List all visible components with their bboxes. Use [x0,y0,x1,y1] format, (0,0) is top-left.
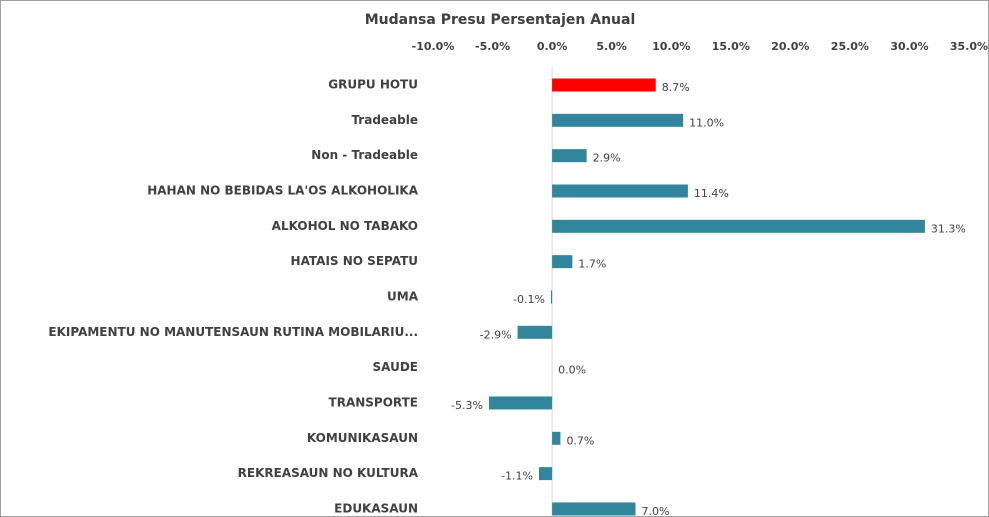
value-label: 0.7% [566,434,594,447]
y-tick-label: TRANSPORTE [329,395,418,409]
x-tick-label: 30.0% [890,40,928,53]
value-label: 2.9% [593,152,621,165]
y-tick-label: EDUKASAUN [334,501,418,515]
bar [552,502,636,516]
y-tick-label: SAUDE [373,360,418,374]
bar [552,255,573,269]
bar [552,78,656,92]
value-label: 1.7% [578,258,606,271]
bar [539,467,553,481]
value-label: 31.3% [931,222,966,235]
value-label: 11.0% [689,116,724,129]
bar [517,325,553,339]
x-tick-label: 15.0% [712,40,750,53]
x-tick-label: 10.0% [652,40,690,53]
x-tick-label: 20.0% [771,40,809,53]
y-tick-label: REKREASAUN NO KULTURA [238,466,419,480]
bar [488,396,553,410]
bar [552,219,925,233]
bar [550,290,553,304]
bar [552,184,688,198]
chart-title: Mudansa Presu Persentajen Anual [365,12,636,28]
x-tick-label: 0.0% [537,40,568,53]
y-tick-label: EKIPAMENTU NO MANUTENSAUN RUTINA MOBILAR… [48,325,418,339]
y-tick-label: KOMUNIKASAUN [307,431,418,445]
value-label: -5.3% [451,399,483,412]
bar [552,431,561,445]
x-tick-label: 35.0% [950,40,988,53]
bar [552,149,587,163]
y-tick-label: GRUPU HOTU [328,78,418,92]
y-tick-label: ALKOHOL NO TABAKO [272,219,418,233]
y-tick-label: UMA [387,289,419,303]
y-tick-label: Tradeable [351,113,418,127]
x-tick-label: -5.0% [475,40,510,53]
x-tick-label: 25.0% [831,40,869,53]
value-label: 11.4% [694,187,729,200]
x-tick-label: -10.0% [412,40,455,53]
y-tick-label: HAHAN NO BEBIDAS LA'OS ALKOHOLIKA [147,183,419,197]
y-tick-label: HATAIS NO SEPATU [291,254,418,268]
value-label: 7.0% [641,505,669,517]
value-label: -1.1% [501,470,533,483]
y-tick-label: Non - Tradeable [311,148,418,162]
x-tick-label: 5.0% [596,40,627,53]
value-label: -0.1% [513,293,545,306]
value-label: 8.7% [662,81,690,94]
value-label: -2.9% [480,328,512,341]
value-label: 0.0% [558,364,586,377]
bar [552,113,684,127]
